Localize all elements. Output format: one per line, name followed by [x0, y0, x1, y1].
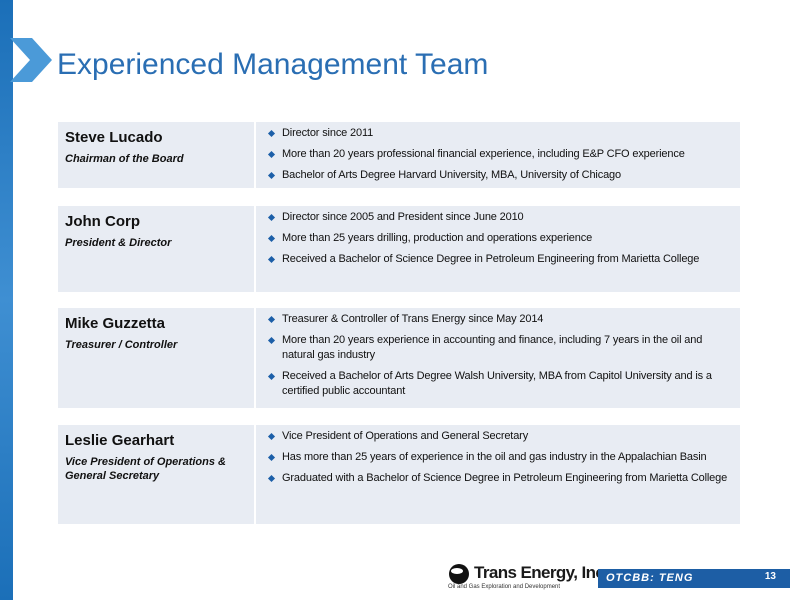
member-name: Leslie Gearhart — [65, 432, 175, 449]
bullet: Received a Bachelor of Science Degree in… — [268, 252, 732, 267]
team-member: John Corp President & Director Director si… — [58, 206, 740, 292]
bullet: Vice President of Operations and General… — [268, 429, 732, 444]
bullet-list: Treasurer & Controller of Trans Energy s… — [268, 312, 732, 399]
member-details: Director since 2011 More than 20 years pr… — [254, 122, 740, 188]
member-name: Mike Guzzetta — [65, 315, 166, 332]
ticker: OTCBB: TENG — [606, 572, 694, 584]
company-logo: Trans Energy, Inc. Oil and Gas Explorati… — [448, 563, 609, 593]
bullet: Received a Bachelor of Arts Degree Walsh… — [268, 369, 732, 399]
logo-tagline: Oil and Gas Exploration and Development — [448, 584, 561, 590]
bullet: Graduated with a Bachelor of Science Deg… — [268, 471, 732, 486]
member-details: Director since 2005 and President since … — [254, 206, 740, 292]
team-member: Leslie Gearhart Vice President of Operati… — [58, 425, 740, 524]
page-number: 13 — [764, 571, 776, 582]
member-info: John Corp President & Director — [58, 206, 252, 292]
member-info: Steve Lucado Chairman of the Board — [58, 122, 252, 188]
bullet: Treasurer & Controller of Trans Energy s… — [268, 312, 732, 327]
bullet: More than 20 years experience in account… — [268, 333, 732, 363]
logo-text: Trans Energy, Inc. — [474, 563, 609, 582]
bullet: Director since 2011 — [268, 126, 732, 141]
team-member: Steve Lucado Chairman of the Board Directo… — [58, 122, 740, 188]
member-role: Treasurer / Controller — [65, 339, 178, 351]
slide-title: Experienced Management Team — [57, 48, 489, 81]
member-name: Steve Lucado — [65, 129, 163, 146]
member-role: Vice President of Operations & General S… — [65, 456, 226, 482]
member-role: Chairman of the Board — [65, 153, 184, 165]
side-strip — [0, 0, 13, 600]
member-details: Treasurer & Controller of Trans Energy s… — [254, 308, 740, 408]
logo-icon — [449, 564, 469, 584]
bullet-list: Director since 2011 More than 20 years pr… — [268, 126, 732, 183]
member-details: Vice President of Operations and General… — [254, 425, 740, 524]
member-name: John Corp — [65, 213, 140, 230]
bullet-list: Vice President of Operations and General… — [268, 429, 732, 486]
member-info: Leslie Gearhart Vice President of Operati… — [58, 425, 252, 524]
bullet: Director since 2005 and President since … — [268, 210, 732, 225]
member-info: Mike Guzzetta Treasurer / Controller — [58, 308, 252, 408]
bullet: Has more than 25 years of experience in … — [268, 450, 732, 465]
team-member: Mike Guzzetta Treasurer / Controller Treas… — [58, 308, 740, 408]
chevron — [10, 38, 52, 82]
bullet: Bachelor of Arts Degree Harvard Universi… — [268, 168, 732, 183]
bullet: More than 25 years drilling, production … — [268, 231, 732, 246]
footer-bar: OTCBB: TENG 13 — [598, 569, 790, 588]
bullet-list: Director since 2005 and President since … — [268, 210, 732, 267]
member-role: President & Director — [65, 237, 172, 249]
bullet: More than 20 years professional financia… — [268, 147, 732, 162]
